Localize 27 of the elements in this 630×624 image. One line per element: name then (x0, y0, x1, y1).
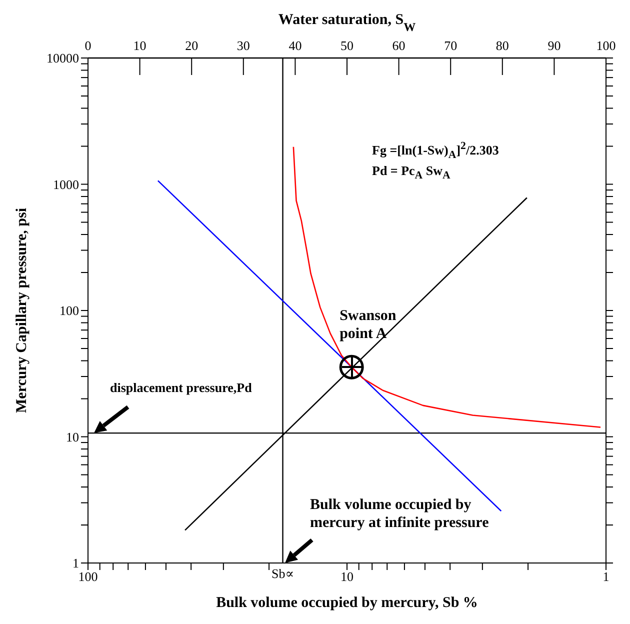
x2-tick-label: 50 (340, 38, 354, 53)
x2-tick-label: 10 (133, 38, 146, 53)
x2-tick-label: 20 (185, 38, 198, 53)
ref-line-label: Sb∝ (272, 566, 294, 582)
x2-tick-label: 90 (548, 38, 561, 53)
y-tick-label: 100 (60, 303, 79, 318)
x2-tick-label: 70 (444, 38, 458, 53)
annotation: Pd = Pc$_{A}$ Sw$_{A}$ (372, 163, 452, 183)
x2-tick-label: 60 (392, 38, 406, 53)
y-tick-label: 1 (72, 556, 79, 571)
x2-tick-label: 100 (596, 38, 616, 53)
annotation: displacement pressure,Pd (110, 380, 253, 396)
x-tick-label: 1 (602, 569, 610, 584)
annotation: Bulk volume occupied by mercury at infinite pressure (310, 496, 490, 532)
x2-tick-label: 80 (496, 38, 509, 53)
y-tick-label: 1000 (53, 176, 79, 192)
x2-tick-label: 0 (84, 38, 92, 53)
x-axis-title: Bulk volume occupied by mercury, Sb % (216, 595, 478, 611)
annotation: Fg =[ln(1-Sw)$_{A}$]$^{2}$/2.303 (372, 140, 500, 162)
x-tick-label: 10 (340, 569, 354, 584)
x-tick-label: 100 (78, 569, 98, 584)
y-tick-label: 10000 (46, 50, 79, 66)
x2-tick-label: 30 (236, 38, 250, 53)
y-tick-label: 10 (66, 429, 79, 444)
x2-tick-label: 40 (288, 38, 302, 53)
x2-axis-title: Water saturation, S$_{W}$ (278, 12, 416, 34)
y-axis-title: Mercury Capillary pressure, psi (14, 208, 30, 413)
